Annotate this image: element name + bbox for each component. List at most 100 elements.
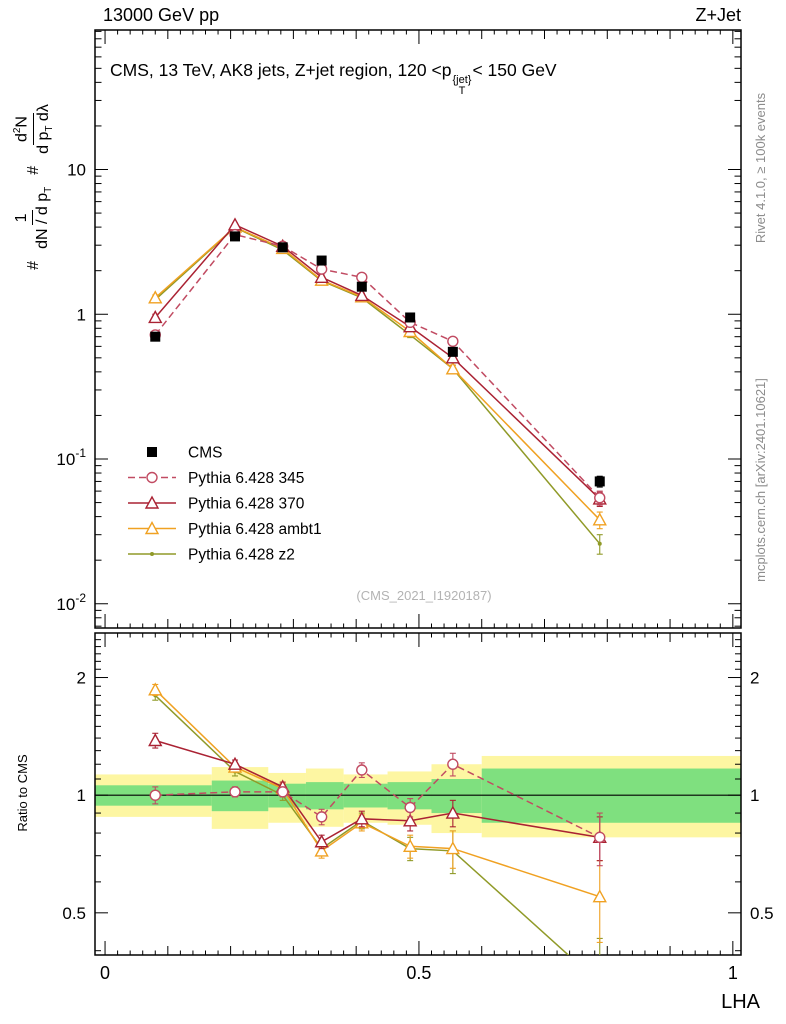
x-tick-label: 0	[100, 963, 110, 983]
hash-symbol: #	[25, 260, 42, 270]
main-panel-frame	[94, 29, 742, 629]
chart-path	[144, 495, 160, 509]
panel-title-text: CMS, 13 TeV, AK8 jets, Z+jet region, 120…	[110, 60, 452, 80]
chart-path	[354, 287, 369, 302]
chart-path	[148, 310, 163, 324]
ratio-tick-label: 0.5	[750, 904, 774, 923]
ratio-tick-label: 2	[750, 669, 759, 688]
series-line	[154, 226, 601, 521]
ratio-tick-label: 2	[77, 669, 86, 688]
ratio-tick-label: 1	[750, 786, 759, 805]
process-label: Z+Jet	[695, 5, 741, 25]
series-line	[154, 233, 601, 499]
chart-path	[227, 217, 243, 231]
legend-entry-pyambt1: Pythia 6.428 ambt1	[128, 521, 322, 538]
series-line	[154, 694, 570, 955]
chart-tspan: 10	[56, 450, 75, 469]
series-pyz2-ratio	[152, 690, 603, 985]
legend-entry-py370: Pythia 6.428 370	[128, 496, 305, 513]
chart-circle	[404, 801, 416, 814]
chart-path	[148, 290, 163, 304]
chart-path	[144, 521, 160, 535]
hash-symbol: #	[25, 165, 42, 175]
x-tick-label: 1	[728, 963, 738, 983]
ratio-tick-label: 0.5	[62, 904, 86, 923]
chart-circle	[447, 758, 459, 770]
fraction-1-denominator: dN / d pT	[34, 186, 55, 249]
fraction-1-numerator: 1	[12, 210, 34, 226]
beam-energy-label: 13000 GeV pp	[103, 5, 220, 25]
chart-path	[314, 843, 329, 857]
chart-circle	[356, 271, 368, 284]
chart-rect	[147, 447, 157, 457]
fraction-2-denominator: d pT dλ	[35, 104, 56, 154]
ratio-axis-label: Ratio to CMS	[14, 754, 30, 832]
chart-path	[592, 512, 607, 526]
legend-label: Pythia 6.428 ambt1	[188, 521, 322, 538]
legend-label: Pythia 6.428 370	[188, 496, 305, 513]
chart-path	[402, 838, 418, 852]
chart-circle	[277, 786, 289, 798]
chart-circle	[150, 552, 154, 556]
ratio-panel-frame	[94, 632, 742, 956]
chart-tspan: 10	[56, 595, 75, 614]
mcplots-citation-note: mcplots.cern.ch [arXiv:2401.10621]	[752, 378, 768, 582]
green-band	[431, 779, 482, 814]
green-band	[211, 780, 269, 812]
y-tick-label: 10-2	[56, 591, 86, 614]
chart-path	[445, 350, 461, 364]
legend-label: Pythia 6.428 z2	[188, 547, 295, 564]
chart-rect	[277, 242, 288, 253]
chart-circle	[447, 335, 459, 348]
legend-label: CMS	[188, 445, 222, 462]
fraction-2-numerator: d2N	[12, 113, 35, 146]
legend-label: Pythia 6.428 345	[188, 470, 304, 487]
pt-superscript: {jet}	[452, 74, 472, 86]
chart-rect	[447, 346, 458, 357]
series-py345-ratio	[149, 752, 606, 867]
chart-circle	[149, 789, 161, 801]
chart-circle	[356, 764, 368, 776]
analysis-id-watermark: (CMS_2021_I1920187)	[356, 588, 492, 603]
series-line	[155, 739, 600, 843]
chart-path	[445, 841, 461, 855]
chart-circle	[594, 492, 606, 504]
chart-path	[314, 834, 329, 848]
series-line	[155, 763, 601, 839]
chart-path	[402, 813, 418, 827]
chart-path	[148, 733, 163, 747]
chart-path	[445, 805, 461, 819]
series-py345-main	[149, 228, 606, 506]
y-tick-label: 10	[67, 161, 86, 180]
chart-circle	[315, 263, 328, 275]
uncertainty-bands	[95, 755, 741, 838]
chart-circle	[594, 831, 606, 844]
chart-rect	[356, 281, 367, 292]
x-axis-title: LHA	[721, 991, 760, 1013]
y-tick-label: 10-1	[56, 446, 86, 469]
chart-tspan: -2	[75, 591, 86, 605]
x-tick-label: 0.5	[406, 963, 431, 983]
fraction-2: d2N d pT dλ	[12, 104, 55, 154]
chart-circle	[598, 981, 602, 985]
chart-circle	[315, 811, 328, 823]
chart-path	[227, 756, 243, 770]
chart-circle	[146, 471, 158, 484]
chart-path	[445, 361, 461, 375]
pt-subscript: T	[458, 85, 466, 97]
series-py370-main	[148, 217, 607, 508]
chart-rect	[316, 255, 327, 266]
rivet-version-note: Rivet 4.1.0, ≥ 100k events	[752, 92, 768, 244]
legend-entry-pyz2: Pythia 6.428 z2	[128, 547, 295, 564]
y-axis-label: # 1 dN / d pT # d2N d pT dλ	[4, 15, 64, 355]
ratio-tick-label: 1	[77, 786, 86, 805]
series-line	[154, 689, 600, 898]
series-cms-main	[150, 231, 605, 488]
chart-circle	[597, 541, 602, 546]
chart-path	[592, 889, 607, 903]
y-tick-label: 1	[77, 305, 86, 324]
chart-rect	[229, 231, 240, 242]
chart-tspan: -1	[75, 446, 86, 460]
